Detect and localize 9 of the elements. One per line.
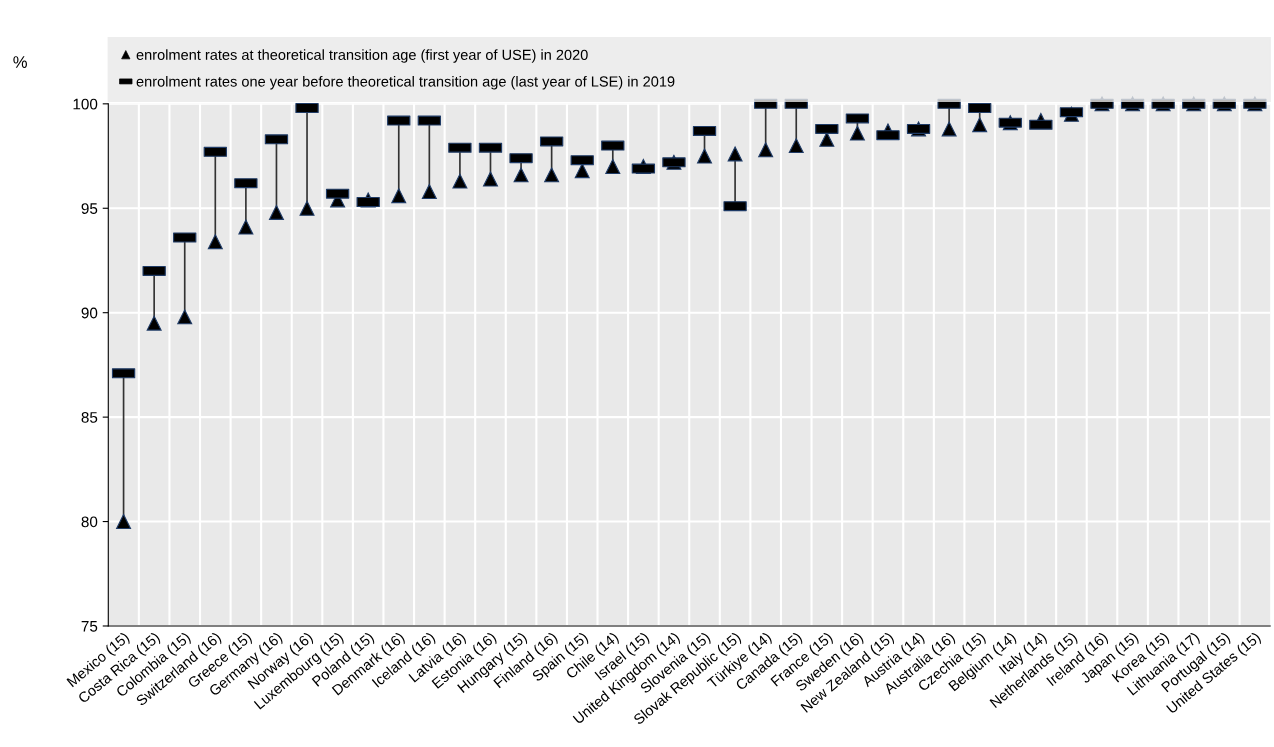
legend-label: enrolment rates one year before theoretical transition age (last year of LSE) in 2019: [136, 75, 675, 90]
y-tick-label: 90: [81, 307, 98, 319]
y-tick-label: 95: [81, 203, 98, 214]
y-tick-label: 85: [81, 411, 98, 423]
y-axis-title: %: [13, 56, 27, 68]
legend-label: enrolment rates at theoretical transition age (first year of USE) in 2020: [136, 49, 588, 63]
y-tick-label: 75: [81, 621, 98, 632]
y-tick-label: 80: [81, 516, 98, 528]
y-tick-label: 100: [73, 98, 98, 110]
